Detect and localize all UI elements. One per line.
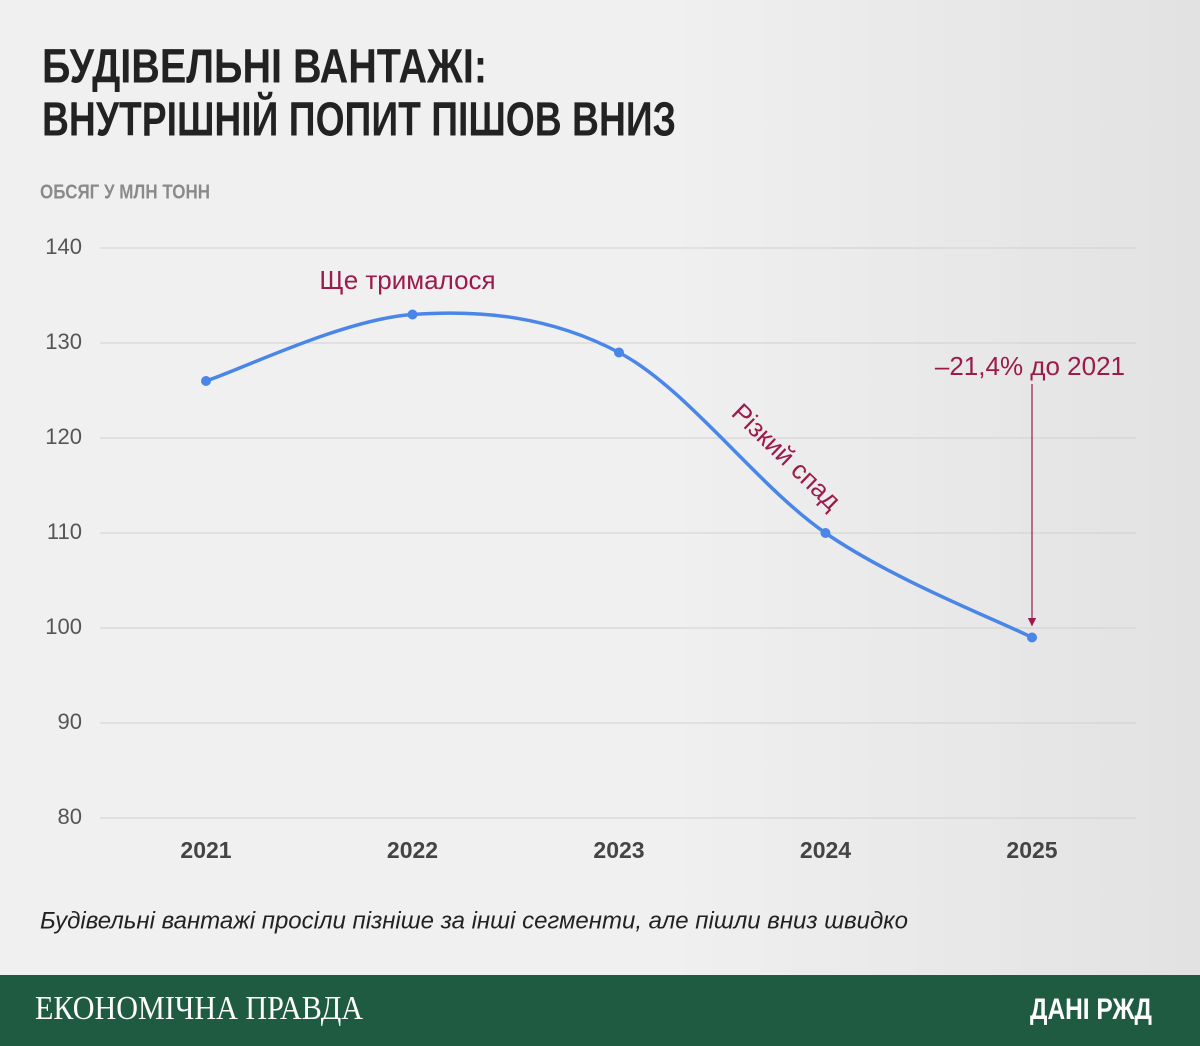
source: ДАНІ РЖД — [1030, 993, 1152, 1026]
y-tick-label: 140 — [45, 234, 82, 259]
annotation: Ще трималося — [319, 265, 495, 295]
point — [201, 376, 211, 386]
caption: Будівельні вантажі просіли пізніше за ін… — [40, 907, 908, 934]
line — [205, 311, 1033, 640]
chart-title: ВНУТРІШНІЙ ПОПИТ ПІШОВ ВНИЗ — [42, 92, 676, 147]
x-tick-label: 2022 — [387, 837, 438, 863]
footer-band — [0, 975, 1200, 1046]
x-tick-label: 2024 — [800, 837, 851, 863]
point — [614, 347, 624, 358]
point — [407, 309, 418, 320]
y-tick-label: 110 — [47, 519, 82, 544]
x-tick-label: 2023 — [593, 837, 644, 863]
y-tick-label: 120 — [45, 424, 82, 449]
annotation: –21,4% до 2021 — [935, 351, 1125, 381]
brand: ЕКОНОМІЧНА ПРАВДА — [35, 990, 363, 1027]
y-tick-label: 80 — [58, 804, 82, 829]
x-tick-label: 2025 — [1006, 837, 1057, 863]
point — [820, 528, 831, 538]
background — [0, 0, 1200, 975]
chart-subtitle: ОБСЯГ У МЛН ТОНН — [40, 181, 210, 203]
chart-title: БУДІВЕЛЬНІ ВАНТАЖІ: — [42, 41, 487, 94]
point — [1027, 632, 1037, 643]
y-tick-label: 100 — [45, 614, 82, 639]
x-tick-label: 2021 — [180, 837, 231, 863]
y-tick-label: 90 — [58, 709, 82, 734]
y-tick-label: 130 — [45, 329, 82, 354]
